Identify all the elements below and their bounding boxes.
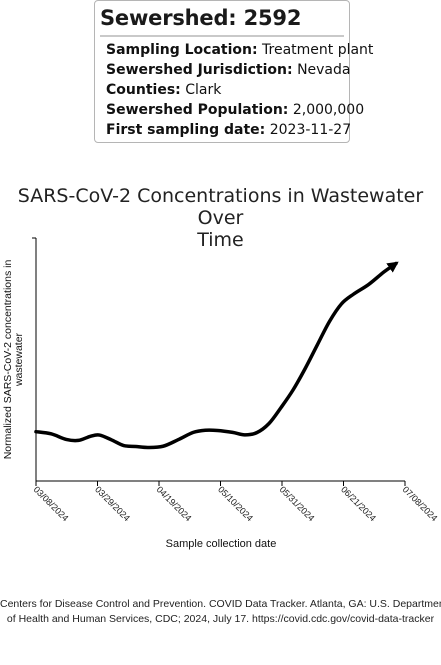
- card-title: Sewershed: 2592: [100, 6, 302, 30]
- y-axis-label-line: wastewater: [13, 332, 25, 387]
- card-row-value: Nevada: [297, 62, 351, 78]
- card-divider: [100, 35, 344, 37]
- card-row-first-sampling: First sampling date: 2023-11-27: [106, 120, 373, 140]
- caption-line: Centers for Disease Control and Preventi…: [0, 598, 441, 610]
- chart-series: [34, 261, 399, 450]
- x-tick-label: 05/10/2024: [216, 484, 255, 523]
- card-row-value: Treatment plant: [262, 42, 374, 58]
- card-row-label: Sewershed Population:: [106, 102, 289, 118]
- chart-title-line: SARS-CoV-2 Concentrations in Wastewater …: [17, 185, 424, 229]
- card-row-value: Clark: [185, 82, 222, 98]
- sewershed-info-card: Sewershed: 2592 Sampling Location: Treat…: [94, 0, 373, 143]
- x-axis-ticks: 03/08/2024 03/29/2024 04/19/2024 05/10/2024…: [32, 481, 440, 523]
- card-row-label: First sampling date:: [106, 122, 266, 138]
- source-caption: Centers for Disease Control and Preventi…: [0, 597, 441, 627]
- chart-title: SARS-CoV-2 Concentrations in Wastewater …: [0, 185, 441, 251]
- card-row-label: Counties:: [106, 82, 181, 98]
- series-line: [34, 261, 399, 450]
- caption-line: of Health and Human Services, CDC; 2024,…: [6, 613, 435, 625]
- chart-axes: [32, 237, 405, 482]
- card-row-value: 2,000,000: [292, 102, 365, 118]
- wastewater-line-chart: 03/08/2024 03/29/2024 04/19/2024 05/10/2024…: [2, 237, 440, 550]
- card-row-population: Sewershed Population: 2,000,000: [106, 100, 373, 120]
- card-row-label: Sewershed Jurisdiction:: [106, 62, 293, 78]
- card-rows: Sampling Location: Treatment plant Sewer…: [106, 40, 373, 140]
- x-tick-label: 06/21/2024: [339, 484, 378, 523]
- card-row-value: 2023-11-27: [269, 122, 352, 138]
- chart-title-line: Time: [197, 229, 244, 251]
- y-axis-label: Normalized SARS-CoV-2 concentrations in w…: [2, 260, 25, 460]
- card-row-counties: Counties: Clark: [106, 80, 373, 100]
- x-tick-label: 07/08/2024: [401, 484, 440, 523]
- y-axis-label-line: Normalized SARS-CoV-2 concentrations in: [2, 260, 14, 460]
- card-row-sampling-location: Sampling Location: Treatment plant: [106, 40, 373, 60]
- x-tick-label: 04/19/2024: [155, 484, 194, 523]
- x-tick-label: 05/31/2024: [278, 484, 317, 523]
- card-row-label: Sampling Location:: [106, 42, 258, 58]
- x-tick-label: 03/29/2024: [93, 484, 132, 523]
- x-tick-label: 03/08/2024: [32, 484, 71, 523]
- x-axis-label: Sample collection date: [166, 538, 277, 550]
- card-row-jurisdiction: Sewershed Jurisdiction: Nevada: [106, 60, 373, 80]
